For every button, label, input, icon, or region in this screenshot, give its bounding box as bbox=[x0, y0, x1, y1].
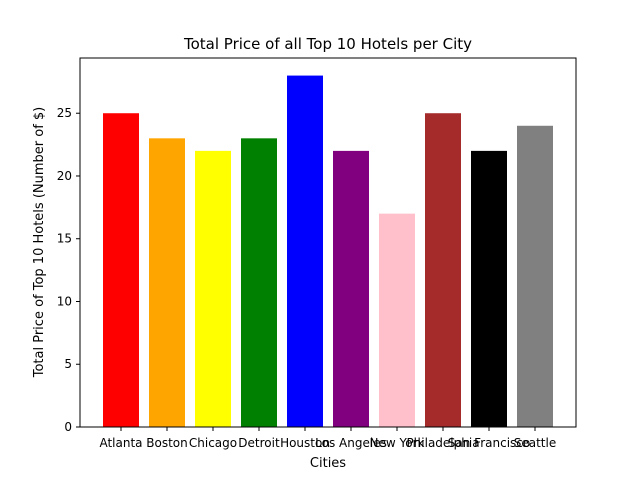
x-tick-label: Los Angeles bbox=[315, 436, 387, 450]
y-axis-ticks: 0 5 10 15 20 25 bbox=[57, 106, 80, 434]
y-tick-label: 20 bbox=[57, 169, 72, 183]
chart-title: Total Price of all Top 10 Hotels per Cit… bbox=[183, 35, 472, 53]
x-tick-label: Seattle bbox=[514, 436, 556, 450]
x-tick-label: Chicago bbox=[189, 436, 237, 450]
x-tick-label: Atlanta bbox=[99, 436, 142, 450]
plot-frame bbox=[79, 57, 577, 428]
x-tick-label: San Francisco bbox=[448, 436, 530, 450]
x-tick-label: Philadelphia bbox=[406, 436, 479, 450]
x-tick-label: Houston bbox=[280, 436, 330, 450]
bar-detroit bbox=[241, 138, 277, 427]
bar-san-francisco bbox=[471, 150, 507, 427]
bar-houston bbox=[287, 75, 323, 428]
bar-seattle bbox=[517, 125, 553, 427]
y-tick-label: 25 bbox=[57, 106, 72, 120]
x-axis-label: Cities bbox=[310, 456, 346, 471]
bar-boston bbox=[149, 138, 185, 427]
y-axis-label: Total Price of Top 10 Hotels (Number of … bbox=[32, 107, 47, 379]
bar-los-angeles bbox=[333, 150, 369, 427]
bar-atlanta bbox=[103, 113, 139, 427]
y-tick-label: 15 bbox=[57, 232, 72, 246]
bar-new-york bbox=[379, 213, 415, 427]
y-tick-label: 5 bbox=[64, 357, 72, 371]
y-tick-label: 0 bbox=[64, 420, 72, 434]
bar-chicago bbox=[195, 150, 231, 427]
bar-philadelphia bbox=[425, 113, 461, 427]
x-tick-label: Boston bbox=[146, 436, 187, 450]
bars-group bbox=[103, 75, 553, 428]
y-tick-label: 10 bbox=[57, 294, 72, 308]
x-tick-label: Detroit bbox=[238, 436, 280, 450]
x-tick-label: New York bbox=[370, 436, 425, 450]
